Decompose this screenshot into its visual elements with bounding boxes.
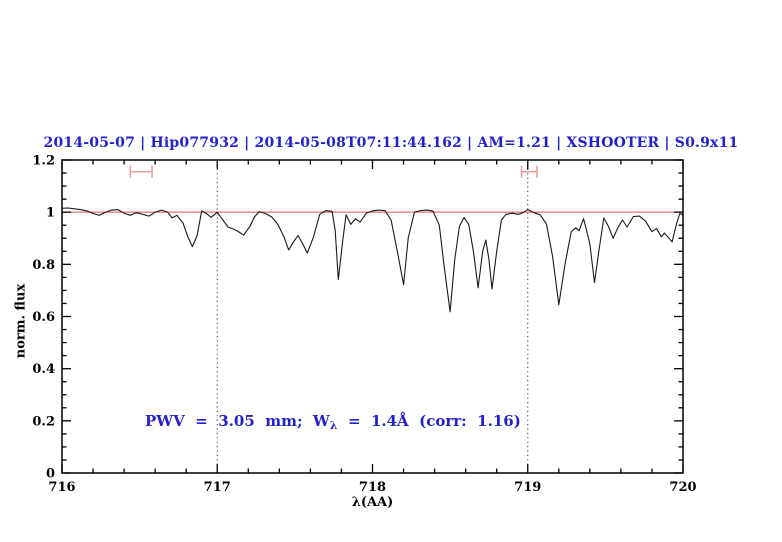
x-tick-label: 716 — [48, 480, 75, 495]
x-tick-label: 720 — [669, 480, 696, 495]
pwv-annotation: PWV = 3.05 mm; Wλ = 1.4Å (corr: 1.16) — [145, 412, 521, 432]
y-tick-label: 0.6 — [32, 310, 55, 325]
y-tick-label: 0 — [46, 467, 55, 482]
y-tick-label: 1 — [46, 206, 55, 221]
x-tick-label: 717 — [204, 480, 231, 495]
x-axis-label: λ(AA) — [351, 495, 394, 510]
y-tick-label: 0.2 — [32, 414, 55, 429]
pwv-annotation-post: = 1.4Å (corr: 1.16) — [337, 412, 521, 430]
x-tick-label: 719 — [514, 480, 541, 495]
pwv-annotation-lambda-subscript: λ — [329, 419, 338, 432]
x-tick-label: 718 — [359, 480, 386, 495]
spectrum-line — [61, 207, 684, 313]
y-axis-label-text: norm. flux — [13, 283, 29, 359]
y-tick-label: 0.8 — [32, 258, 55, 273]
pwv-annotation-pre: PWV = 3.05 mm; W — [145, 412, 330, 430]
plot-title: 2014-05-07 | Hip077932 | 2014-05-08T07:1… — [43, 135, 739, 151]
y-tick-label: 0.4 — [32, 362, 55, 377]
y-tick-label: 1.2 — [32, 154, 55, 169]
